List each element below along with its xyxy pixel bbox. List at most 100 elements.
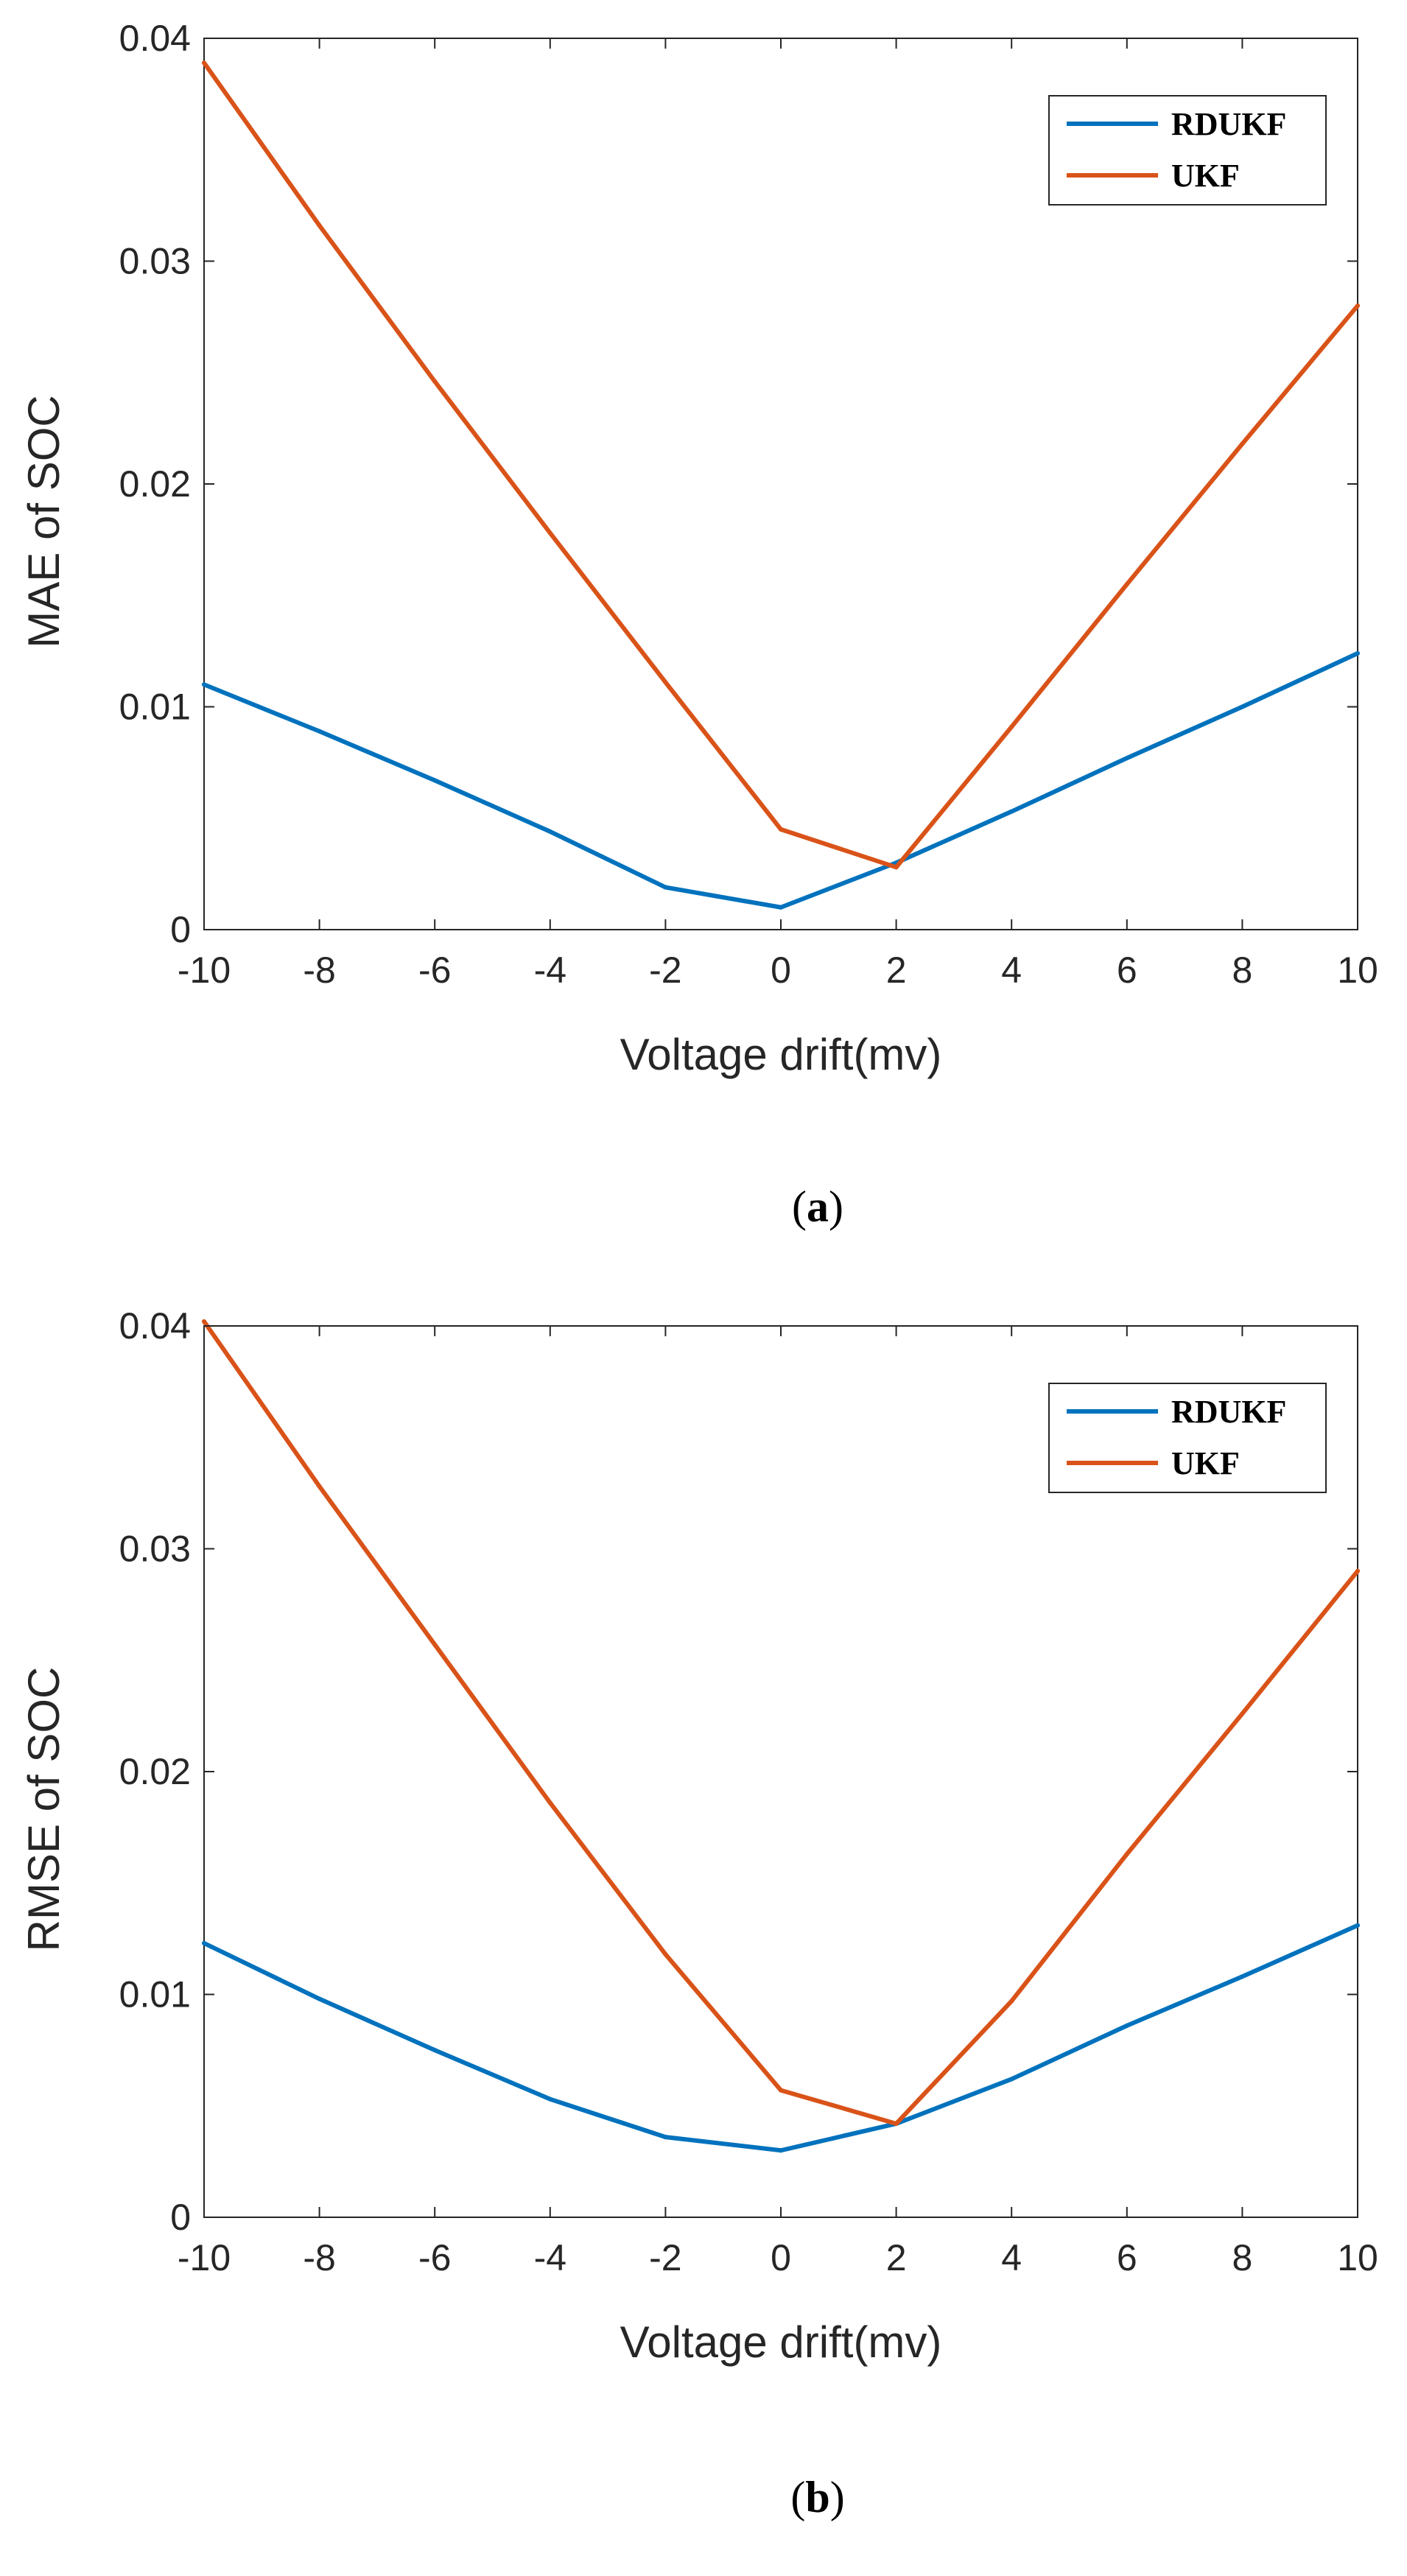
ukf-segment	[202, 1319, 322, 1489]
x-tick-label: 0	[771, 2237, 791, 2278]
figure-panel-a: -10 -8 -6 -4 -2 0 2 4 6 8 10 0 0.01 0.02 0.03 0.04 Volt…	[19, 18, 1378, 1231]
legend-label-rdukf: RDUKF	[1171, 1394, 1286, 1430]
y-tick-label: 0.04	[119, 18, 191, 59]
rdukf-point	[202, 682, 206, 687]
series-ukf	[202, 60, 1360, 870]
y-tick-label: 0.02	[119, 463, 191, 505]
x-tick-label: -10	[178, 950, 231, 991]
x-tick-label: -2	[649, 950, 681, 991]
x-tick-label: 0	[771, 950, 791, 991]
y-axis-label: MAE of SOC	[19, 395, 69, 647]
ukf-point	[1240, 441, 1245, 446]
rdukf-point	[1355, 650, 1360, 656]
mae-chart: -10 -8 -6 -4 -2 0 2 4 6 8 10 0 0.01 0.02 0.03 0.04 Volt…	[19, 18, 1378, 1231]
x-tick-label: 6	[1117, 950, 1137, 991]
rdukf-segment	[1240, 650, 1360, 709]
ukf-point	[202, 60, 206, 66]
ukf-point	[663, 680, 668, 685]
ukf-point	[432, 1642, 438, 1647]
ukf-point	[317, 223, 322, 228]
ukf-point	[202, 1319, 206, 1324]
y-axis-label: RMSE of SOC	[19, 1667, 69, 1952]
x-tick-label: 8	[1232, 2237, 1252, 2278]
rdukf-point	[547, 2096, 552, 2102]
rdukf-point	[547, 829, 552, 834]
rdukf-point	[1124, 2023, 1129, 2028]
y-tick-label: 0.03	[119, 1529, 191, 1570]
rdukf-point	[779, 2148, 783, 2153]
x-tick-label: 8	[1232, 950, 1252, 991]
ukf-point	[1355, 1568, 1360, 1573]
ukf-point	[1124, 1851, 1129, 1856]
x-tick-label: -6	[418, 950, 451, 991]
y-tick-label: 0	[170, 909, 191, 950]
ukf-segment	[663, 680, 783, 832]
rdukf-segment	[779, 2121, 899, 2153]
rdukf-segment	[547, 2096, 668, 2140]
rdukf-point	[663, 2135, 668, 2140]
rdukf-segment	[317, 1996, 438, 2053]
x-axis-label: Voltage drift(mv)	[620, 1030, 942, 1079]
ukf-segment	[1124, 441, 1245, 587]
y-tick-label: 0.04	[119, 1305, 191, 1347]
ukf-point	[317, 1484, 322, 1489]
rdukf-segment	[547, 829, 668, 890]
rdukf-segment	[1240, 1923, 1360, 1979]
ukf-segment	[779, 827, 899, 870]
x-axis-label: Voltage drift(mv)	[620, 2317, 942, 2367]
rdukf-point	[202, 1940, 206, 1945]
legend: RDUKF UKF	[1048, 1383, 1327, 1493]
ukf-segment	[1240, 303, 1360, 446]
rdukf-point	[1240, 704, 1245, 709]
ukf-point	[1124, 582, 1129, 587]
y-tick-label: 0.01	[119, 687, 191, 728]
ukf-segment	[547, 1800, 668, 1957]
x-tick-label: 6	[1117, 2237, 1137, 2278]
ukf-point	[1240, 1711, 1245, 1716]
rdukf-segment	[894, 2077, 1014, 2126]
rdukf-segment	[1009, 2023, 1129, 2082]
figure-panel-b: -10 -8 -6 -4 -2 0 2 4 6 8 10 0 0.01 0.02 0.03 0.04 Volt…	[0, 1288, 1407, 2576]
rdukf-point	[317, 1996, 322, 2001]
rdukf-point	[1355, 1923, 1360, 1928]
ukf-segment	[202, 60, 322, 228]
ukf-segment	[1124, 1711, 1245, 1856]
ukf-segment	[1240, 1568, 1360, 1716]
x-tick-label: -4	[534, 950, 566, 991]
x-tick-label: 10	[1337, 2237, 1378, 2278]
legend-label-ukf: UKF	[1171, 1445, 1240, 1481]
rdukf-point	[663, 885, 668, 890]
rdukf-segment	[202, 682, 322, 734]
rdukf-point	[1124, 756, 1129, 761]
ukf-segment	[317, 223, 438, 384]
rdukf-point	[779, 905, 783, 910]
x-tick-label: -2	[649, 2237, 681, 2278]
rdukf-point	[1009, 809, 1014, 814]
ukf-segment	[1009, 582, 1129, 729]
rdukf-segment	[317, 729, 438, 783]
rdukf-segment	[202, 1940, 322, 2001]
rdukf-segment	[432, 778, 552, 834]
ukf-point	[663, 1952, 668, 1957]
series-rdukf	[202, 650, 1360, 910]
ukf-segment	[894, 1998, 1014, 2126]
ukf-point	[894, 2121, 899, 2126]
rdukf-point	[1009, 2077, 1014, 2082]
x-tick-label: -6	[418, 2237, 451, 2278]
y-tick-label: 0.01	[119, 1974, 191, 2015]
ukf-segment	[547, 530, 668, 685]
rdukf-point	[1240, 1974, 1245, 1979]
ukf-segment	[317, 1484, 438, 1647]
ukf-point	[1009, 724, 1014, 729]
panel-caption-a: (a)	[792, 1182, 843, 1231]
ukf-segment	[663, 1952, 783, 2093]
ukf-segment	[432, 379, 552, 536]
rdukf-point	[432, 778, 438, 783]
x-tick-label: -4	[534, 2237, 566, 2278]
ukf-segment	[432, 1642, 552, 1805]
y-tick-label: 0	[170, 2197, 191, 2238]
x-tick-label: 10	[1337, 950, 1378, 991]
rdukf-segment	[779, 860, 899, 910]
rdukf-segment	[663, 885, 783, 910]
ukf-point	[1355, 303, 1360, 308]
